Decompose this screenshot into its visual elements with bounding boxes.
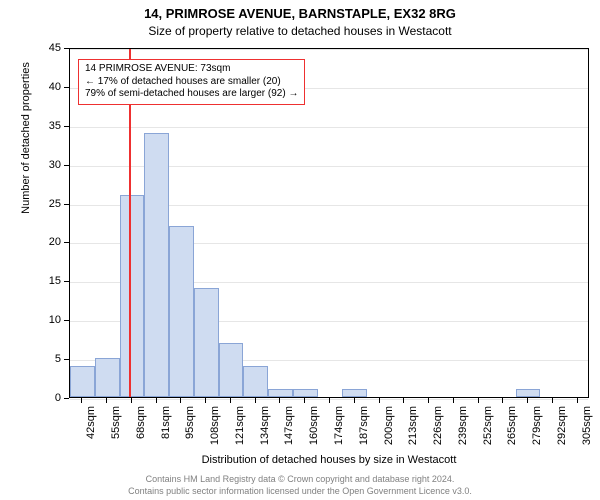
callout-line-1: 14 PRIMROSE AVENUE: 73sqm	[85, 63, 298, 76]
histogram-bar	[516, 389, 541, 397]
callout-box: 14 PRIMROSE AVENUE: 73sqm← 17% of detach…	[78, 59, 305, 105]
x-tick-label: 108sqm	[209, 406, 221, 454]
x-tick-label: 252sqm	[482, 406, 494, 454]
histogram-bar	[70, 366, 95, 397]
x-tick-mark	[304, 398, 305, 403]
chart-container: 14, PRIMROSE AVENUE, BARNSTAPLE, EX32 8R…	[0, 0, 600, 500]
x-tick-mark	[403, 398, 404, 403]
y-tick-mark	[64, 242, 69, 243]
y-tick-mark	[64, 281, 69, 282]
y-tick-mark	[64, 204, 69, 205]
y-tick-mark	[64, 126, 69, 127]
y-tick-label: 15	[39, 275, 61, 287]
x-tick-mark	[428, 398, 429, 403]
x-tick-label: 265sqm	[506, 406, 518, 454]
y-tick-mark	[64, 87, 69, 88]
y-tick-label: 5	[39, 353, 61, 365]
x-tick-mark	[502, 398, 503, 403]
x-tick-label: 305sqm	[581, 406, 593, 454]
y-tick-label: 25	[39, 198, 61, 210]
gridline	[70, 127, 588, 128]
callout-line-2: ← 17% of detached houses are smaller (20…	[85, 76, 298, 89]
x-tick-mark	[527, 398, 528, 403]
y-tick-mark	[64, 359, 69, 360]
x-tick-label: 55sqm	[110, 406, 122, 454]
x-tick-label: 226sqm	[432, 406, 444, 454]
footer-line-1: Contains HM Land Registry data © Crown c…	[0, 474, 600, 484]
footer-line-2: Contains public sector information licen…	[0, 486, 600, 496]
chart-subtitle: Size of property relative to detached ho…	[0, 24, 600, 38]
x-tick-mark	[329, 398, 330, 403]
x-tick-label: 174sqm	[333, 406, 345, 454]
y-tick-label: 10	[39, 314, 61, 326]
x-tick-mark	[205, 398, 206, 403]
x-tick-label: 239sqm	[457, 406, 469, 454]
y-tick-label: 20	[39, 236, 61, 248]
x-tick-mark	[81, 398, 82, 403]
x-tick-label: 187sqm	[358, 406, 370, 454]
x-tick-label: 42sqm	[85, 406, 97, 454]
histogram-bar	[268, 389, 293, 397]
histogram-bar	[144, 133, 169, 397]
x-tick-label: 134sqm	[259, 406, 271, 454]
histogram-bar	[293, 389, 318, 397]
histogram-bar	[243, 366, 268, 397]
y-tick-mark	[64, 165, 69, 166]
x-tick-mark	[478, 398, 479, 403]
gridline	[70, 49, 588, 50]
x-tick-mark	[106, 398, 107, 403]
y-tick-label: 45	[39, 42, 61, 54]
chart-title: 14, PRIMROSE AVENUE, BARNSTAPLE, EX32 8R…	[0, 6, 600, 21]
x-tick-label: 292sqm	[556, 406, 568, 454]
x-tick-mark	[552, 398, 553, 403]
x-tick-mark	[379, 398, 380, 403]
x-tick-label: 121sqm	[234, 406, 246, 454]
histogram-bar	[95, 358, 120, 397]
x-tick-mark	[230, 398, 231, 403]
x-tick-mark	[453, 398, 454, 403]
x-tick-mark	[180, 398, 181, 403]
x-tick-label: 95sqm	[184, 406, 196, 454]
y-tick-label: 35	[39, 120, 61, 132]
x-tick-mark	[354, 398, 355, 403]
histogram-bar	[194, 288, 219, 397]
x-tick-mark	[156, 398, 157, 403]
y-tick-mark	[64, 320, 69, 321]
x-tick-mark	[577, 398, 578, 403]
x-tick-mark	[131, 398, 132, 403]
x-tick-label: 147sqm	[283, 406, 295, 454]
plot-area: 14 PRIMROSE AVENUE: 73sqm← 17% of detach…	[69, 48, 589, 398]
y-tick-mark	[64, 48, 69, 49]
x-tick-label: 213sqm	[407, 406, 419, 454]
histogram-bar	[120, 195, 145, 397]
histogram-bar	[169, 226, 194, 397]
histogram-bar	[342, 389, 367, 397]
x-tick-mark	[255, 398, 256, 403]
x-tick-label: 81sqm	[160, 406, 172, 454]
histogram-bar	[219, 343, 244, 397]
x-tick-label: 68sqm	[135, 406, 147, 454]
x-tick-label: 160sqm	[308, 406, 320, 454]
x-axis-label: Distribution of detached houses by size …	[69, 454, 589, 466]
x-tick-label: 279sqm	[531, 406, 543, 454]
y-axis-label: Number of detached properties	[20, 0, 32, 313]
x-tick-label: 200sqm	[383, 406, 395, 454]
x-tick-mark	[279, 398, 280, 403]
y-tick-label: 0	[39, 392, 61, 404]
y-tick-mark	[64, 398, 69, 399]
callout-line-3: 79% of semi-detached houses are larger (…	[85, 88, 298, 101]
y-tick-label: 30	[39, 159, 61, 171]
y-tick-label: 40	[39, 81, 61, 93]
